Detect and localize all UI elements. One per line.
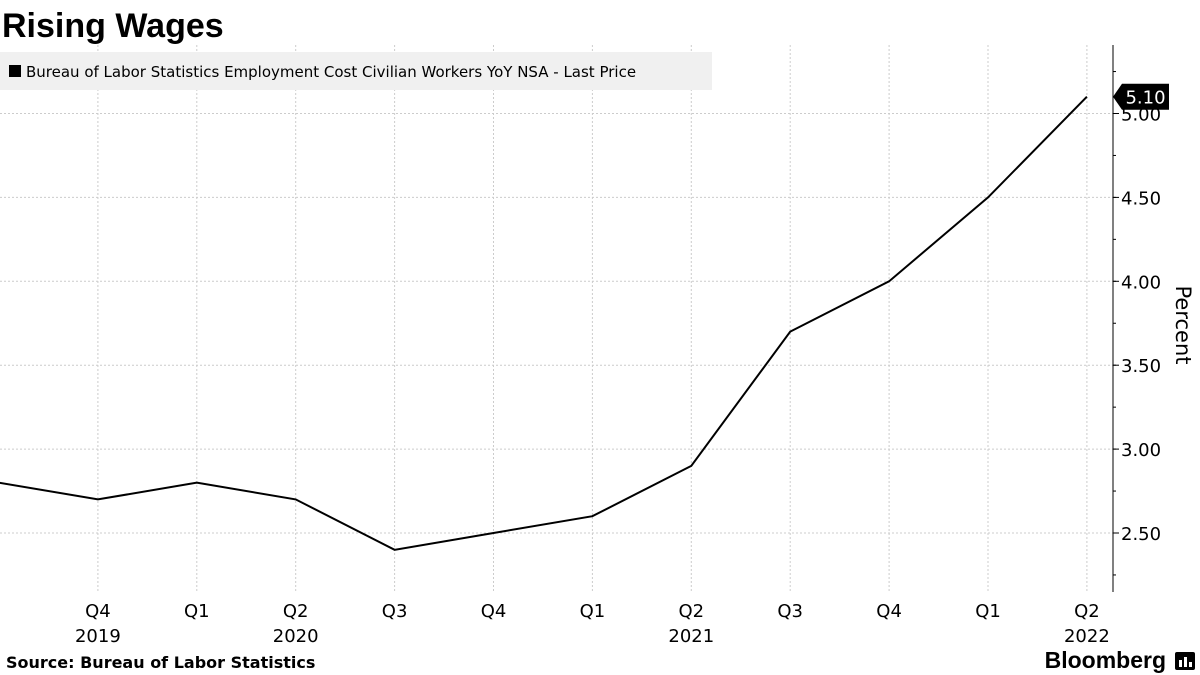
- legend-label: Bureau of Labor Statistics Employment Co…: [26, 63, 636, 81]
- source-note: Source: Bureau of Labor Statistics: [6, 653, 315, 672]
- series-points: [97, 96, 1087, 550]
- y-tick-label: 3.50: [1121, 356, 1161, 377]
- x-tick-label: Q3: [777, 601, 803, 622]
- bloomberg-logo: Bloomberg: [1045, 647, 1166, 673]
- y-axis-label: Percent: [1171, 285, 1195, 364]
- legend-swatch: [9, 65, 21, 77]
- grid: [0, 45, 1113, 592]
- x-tick-label: Q1: [975, 601, 1001, 622]
- x-tick-label: Q4: [876, 601, 902, 622]
- y-tick-label: 3.00: [1121, 440, 1161, 461]
- x-tick-label: Q2: [283, 601, 309, 622]
- series-line: [0, 95, 1088, 551]
- y-tick-label: 5.00: [1121, 105, 1161, 126]
- legend-background: [0, 52, 712, 90]
- x-year-label: 2021: [668, 626, 714, 647]
- chart-title: Rising Wages: [2, 7, 224, 45]
- x-tick-label: Q3: [382, 601, 408, 622]
- x-year-label: 2019: [75, 626, 121, 647]
- x-axis: Q4 Q1 Q2 Q3 Q4 Q1 Q2 Q3 Q4 Q1 Q2 2019 2020 2021 2022: [75, 601, 1110, 647]
- x-tick-label: Q1: [184, 601, 210, 622]
- x-tick-label: Q2: [678, 601, 704, 622]
- y-tick-label: 4.50: [1121, 188, 1161, 209]
- last-value-label: 5.10: [1125, 88, 1165, 109]
- last-value-tag: [1113, 83, 1169, 110]
- bloomberg-terminal-icon: [1175, 652, 1195, 670]
- x-tick-label: Q1: [580, 601, 606, 622]
- x-tick-label: Q2: [1074, 601, 1100, 622]
- y-axis: 2.50 3.00 3.50 4.00 4.50 5.00: [1113, 71, 1161, 576]
- x-year-label: 2022: [1064, 626, 1110, 647]
- x-tick-label: Q4: [481, 601, 507, 622]
- legend: Bureau of Labor Statistics Employment Co…: [0, 52, 712, 90]
- y-tick-label: 4.00: [1121, 272, 1161, 293]
- last-value-marker: 5.10: [1113, 83, 1169, 110]
- x-tick-label: Q4: [85, 601, 111, 622]
- x-year-label: 2020: [273, 626, 319, 647]
- y-tick-label: 2.50: [1121, 524, 1161, 545]
